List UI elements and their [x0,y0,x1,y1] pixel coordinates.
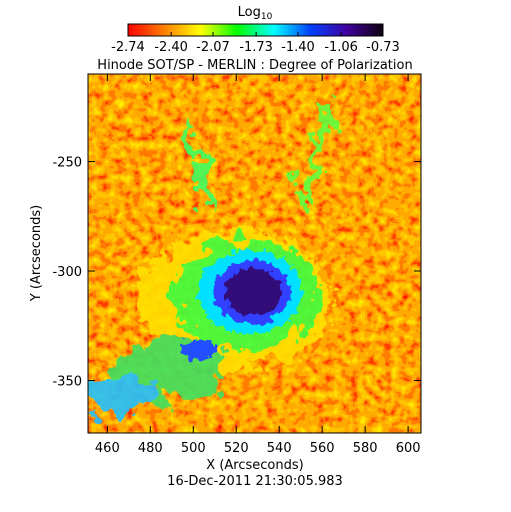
y-axis-label: Y (Arcseconds) [29,205,44,302]
colorbar-tick-label: -1.40 [281,40,315,55]
y-tick-label: -250 [52,156,82,171]
y-tick-label: -300 [52,265,82,280]
x-tick-label: 500 [181,441,206,456]
plot-frame [87,73,422,434]
footer: 16-Dec-2011 21:30:05.983 [167,474,343,489]
colorbar-tick-label: -1.06 [324,40,358,55]
x-tick-label: 480 [138,441,163,456]
y-tick-label: -350 [52,374,82,389]
colorbar-tick-label: -0.73 [366,40,400,55]
chart-title: Hinode SOT/SP - MERLIN : Degree of Polar… [97,58,412,73]
colorbar-tick-label: -2.07 [196,40,230,55]
colorbar [127,23,384,37]
x-tick-label: 460 [95,441,120,456]
colorbar-tick-label: -2.40 [154,40,188,55]
x-tick-label: 540 [267,441,292,456]
x-tick-label: 600 [396,441,421,456]
polarization-map [88,74,421,433]
x-axis-label: X (Arcseconds) [206,458,303,473]
x-tick-label: 520 [224,441,249,456]
x-tick-label: 560 [310,441,335,456]
x-tick-label: 580 [353,441,378,456]
colorbar-tick-label: -2.74 [111,40,145,55]
colorbar-label: Log10 [238,5,273,22]
colorbar-tick-label: -1.73 [239,40,273,55]
